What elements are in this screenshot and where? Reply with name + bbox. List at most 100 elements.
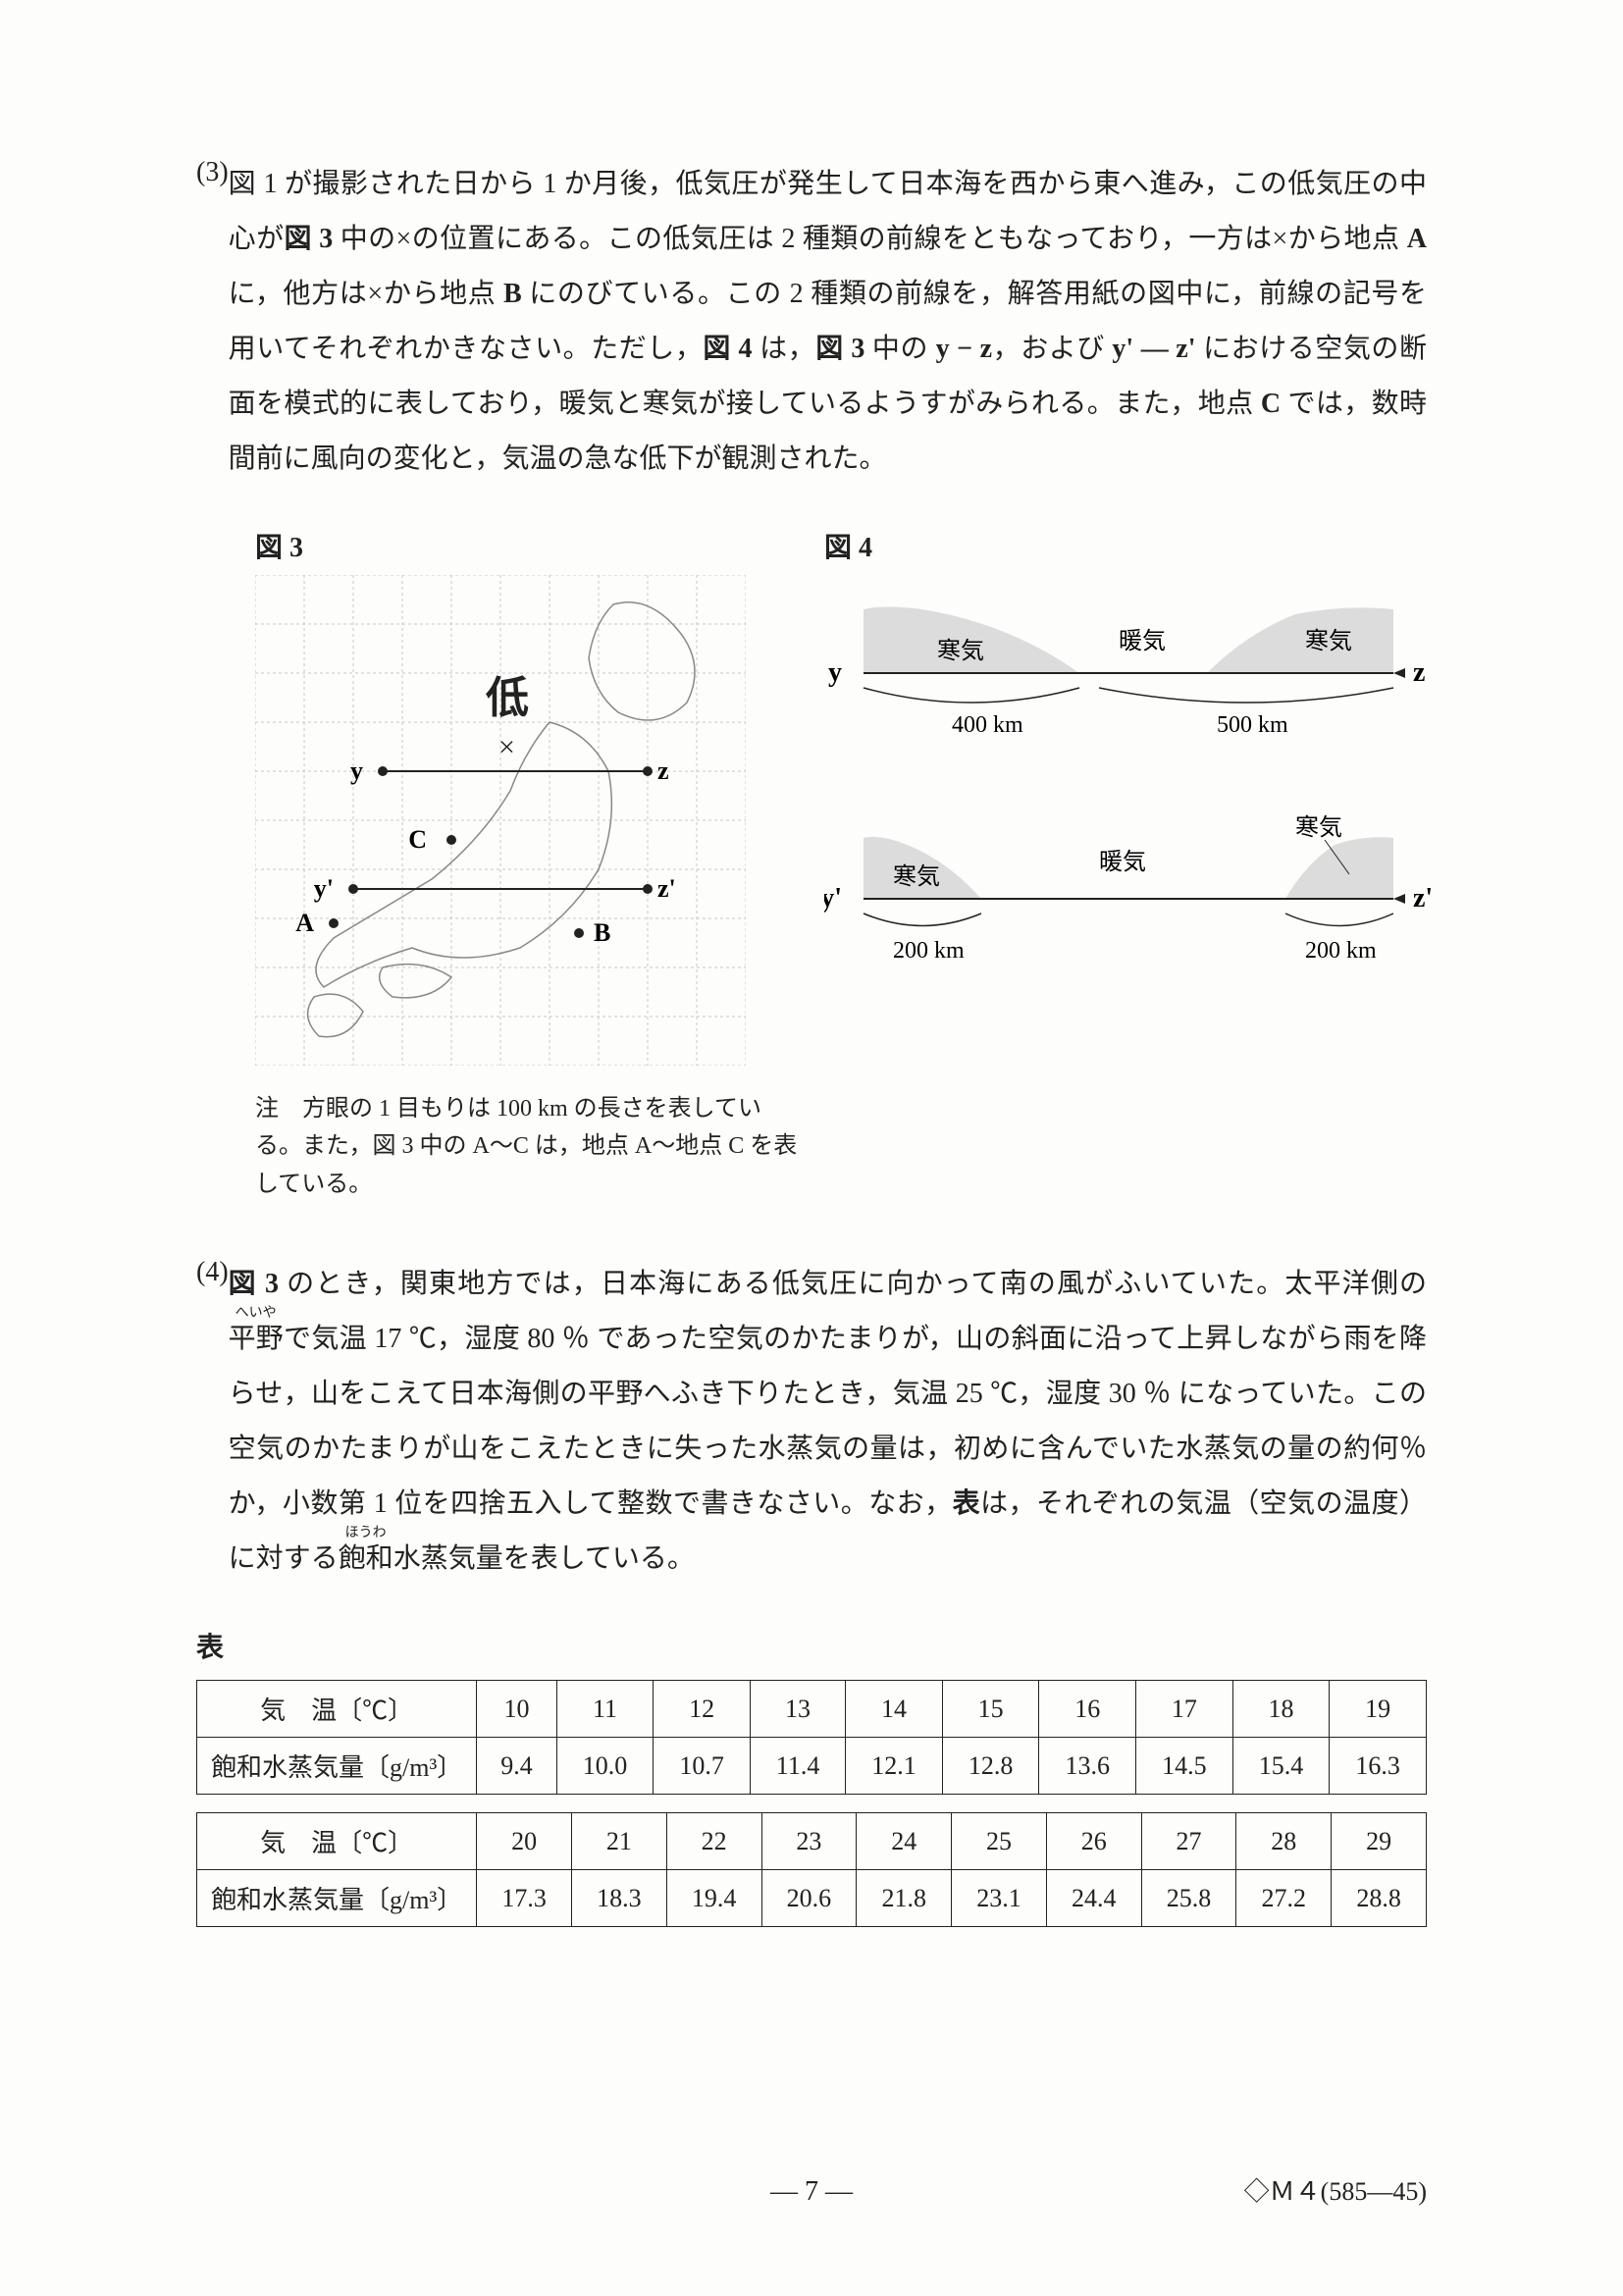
text-bold: 図 3 xyxy=(284,224,333,254)
temp-cell: 20 xyxy=(477,1813,572,1870)
figure-3: 図 3 低 × y z y' xyxy=(255,526,746,1070)
text-bold: 図 4 xyxy=(703,334,752,364)
distance-label: 500 km xyxy=(1217,712,1288,738)
temp-cell: 13 xyxy=(750,1681,845,1738)
sat-cell: 13.6 xyxy=(1039,1738,1136,1795)
temp-cell: 10 xyxy=(477,1681,556,1738)
svg-text:×: × xyxy=(498,731,515,763)
cold-label: 寒気 xyxy=(1295,814,1342,841)
text-bold: y' ― z' xyxy=(1112,334,1195,364)
sat-cell: 12.8 xyxy=(942,1738,1039,1795)
text-bold: 図 3 xyxy=(815,334,864,364)
q4-body: 図 3 のとき，関東地方では，日本海にある低気圧に向かって南の風がふいていた。太… xyxy=(229,1257,1427,1587)
cold-label: 寒気 xyxy=(893,863,940,890)
low-pressure-label: 低 xyxy=(486,674,529,722)
table-row: 飽和水蒸気量〔g/m³〕 17.3 18.3 19.4 20.6 21.8 23… xyxy=(197,1870,1427,1927)
sat-cell: 28.8 xyxy=(1332,1870,1427,1927)
temp-cell: 26 xyxy=(1046,1813,1141,1870)
figure-row: 図 3 低 × y z y' xyxy=(255,526,1427,1070)
text: ，および xyxy=(992,334,1112,364)
zp-label: z' xyxy=(1413,883,1433,913)
table-row: 気 温〔℃〕 10 11 12 13 14 15 16 17 18 19 xyxy=(197,1681,1427,1738)
temp-header: 気 温〔℃〕 xyxy=(197,1813,477,1870)
q3-body: 図 1 が撮影された日から 1 か月後，低気圧が発生して日本海を西から東へ進み，… xyxy=(229,157,1427,487)
sat-cell: 24.4 xyxy=(1046,1870,1141,1927)
table-top: 気 温〔℃〕 10 11 12 13 14 15 16 17 18 19 飽和水… xyxy=(196,1680,1427,1795)
text: のとき，関東地方では，日本海にある低気圧に向かって南の風がふいていた。太平洋側の xyxy=(279,1269,1427,1299)
figure-3-note: 注 方眼の 1 目もりは 100 km の長さを表している。また，図 3 中の … xyxy=(255,1090,805,1203)
cold-label: 寒気 xyxy=(1305,628,1352,654)
text-bold: A xyxy=(1407,224,1427,254)
z-label: z xyxy=(1413,657,1425,688)
page: (3) 図 1 が撮影された日から 1 か月後，低気圧が発生して日本海を西から東… xyxy=(0,0,1623,2296)
temp-cell: 21 xyxy=(572,1813,667,1870)
sat-cell: 10.7 xyxy=(654,1738,751,1795)
figure-3-svg: 低 × y z y' z' C A B xyxy=(255,575,746,1066)
text-bold: 図 3 xyxy=(229,1269,279,1299)
svg-text:y': y' xyxy=(314,874,334,903)
text-bold: 表 xyxy=(953,1488,980,1519)
sat-header: 飽和水蒸気量〔g/m³〕 xyxy=(197,1738,477,1795)
temp-header: 気 温〔℃〕 xyxy=(197,1681,477,1738)
text-bold: B xyxy=(503,279,522,309)
question-4: (4) 図 3 のとき，関東地方では，日本海にある低気圧に向かって南の風がふいて… xyxy=(196,1257,1427,1587)
text: に，他方は×から地点 xyxy=(229,279,503,309)
sat-cell: 21.8 xyxy=(857,1870,952,1927)
figure-3-label: 図 3 xyxy=(255,526,746,565)
sat-header: 飽和水蒸気量〔g/m³〕 xyxy=(197,1870,477,1927)
sat-cell: 10.0 xyxy=(556,1738,654,1795)
svg-text:z: z xyxy=(657,757,669,785)
temp-cell: 22 xyxy=(666,1813,761,1870)
sat-cell: 23.1 xyxy=(952,1870,1047,1927)
table-label: 表 xyxy=(196,1626,1427,1665)
text: は， xyxy=(753,334,816,364)
yp-label: y' xyxy=(824,883,842,913)
temp-cell: 17 xyxy=(1136,1681,1233,1738)
temp-cell: 11 xyxy=(556,1681,654,1738)
distance-label: 400 km xyxy=(952,712,1023,738)
warm-label: 暖気 xyxy=(1099,849,1146,875)
q4-number: (4) xyxy=(196,1257,229,1587)
y-label: y xyxy=(828,657,842,688)
saturation-table: 表 気 温〔℃〕 10 11 12 13 14 15 16 17 18 19 飽… xyxy=(196,1626,1427,1927)
sat-cell: 15.4 xyxy=(1232,1738,1330,1795)
cold-label: 寒気 xyxy=(937,638,984,664)
sat-cell: 17.3 xyxy=(477,1870,572,1927)
ruby-houwa: ほうわ飽和 xyxy=(339,1532,393,1587)
sat-cell: 14.5 xyxy=(1136,1738,1233,1795)
figure-4-svg: y z 寒気 暖気 寒気 400 km 500 km xyxy=(824,575,1433,987)
question-3: (3) 図 1 が撮影された日から 1 か月後，低気圧が発生して日本海を西から東… xyxy=(196,157,1427,487)
q3-number: (3) xyxy=(196,157,229,487)
sat-cell: 9.4 xyxy=(477,1738,556,1795)
temp-cell: 25 xyxy=(952,1813,1047,1870)
table-row: 気 温〔℃〕 20 21 22 23 24 25 26 27 28 29 xyxy=(197,1813,1427,1870)
sat-cell: 19.4 xyxy=(666,1870,761,1927)
text: 中の×の位置にある。この低気圧は 2 種類の前線をともなっており，一方は×から地… xyxy=(333,224,1406,254)
sat-cell: 12.1 xyxy=(846,1738,943,1795)
temp-cell: 27 xyxy=(1141,1813,1236,1870)
text: 水蒸気量を表している。 xyxy=(393,1543,695,1574)
sat-cell: 11.4 xyxy=(750,1738,845,1795)
sat-cell: 18.3 xyxy=(572,1870,667,1927)
temp-cell: 15 xyxy=(942,1681,1039,1738)
text: 中の xyxy=(864,334,935,364)
warm-label: 暖気 xyxy=(1119,628,1166,654)
svg-text:A: A xyxy=(295,909,314,937)
sat-cell: 16.3 xyxy=(1330,1738,1427,1795)
temp-cell: 28 xyxy=(1236,1813,1332,1870)
temp-cell: 14 xyxy=(846,1681,943,1738)
svg-text:z': z' xyxy=(657,874,676,903)
table-bottom: 気 温〔℃〕 20 21 22 23 24 25 26 27 28 29 飽和水… xyxy=(196,1812,1427,1927)
figure-4-label: 図 4 xyxy=(824,526,1433,565)
temp-cell: 19 xyxy=(1330,1681,1427,1738)
temp-cell: 23 xyxy=(761,1813,857,1870)
temp-cell: 12 xyxy=(654,1681,751,1738)
sat-cell: 20.6 xyxy=(761,1870,857,1927)
text-bold: C xyxy=(1261,389,1281,419)
svg-text:y: y xyxy=(350,757,363,785)
text-bold: y − z xyxy=(936,334,993,364)
distance-label: 200 km xyxy=(893,938,965,964)
svg-text:C: C xyxy=(408,825,427,854)
svg-text:B: B xyxy=(594,918,610,947)
sat-cell: 25.8 xyxy=(1141,1870,1236,1927)
